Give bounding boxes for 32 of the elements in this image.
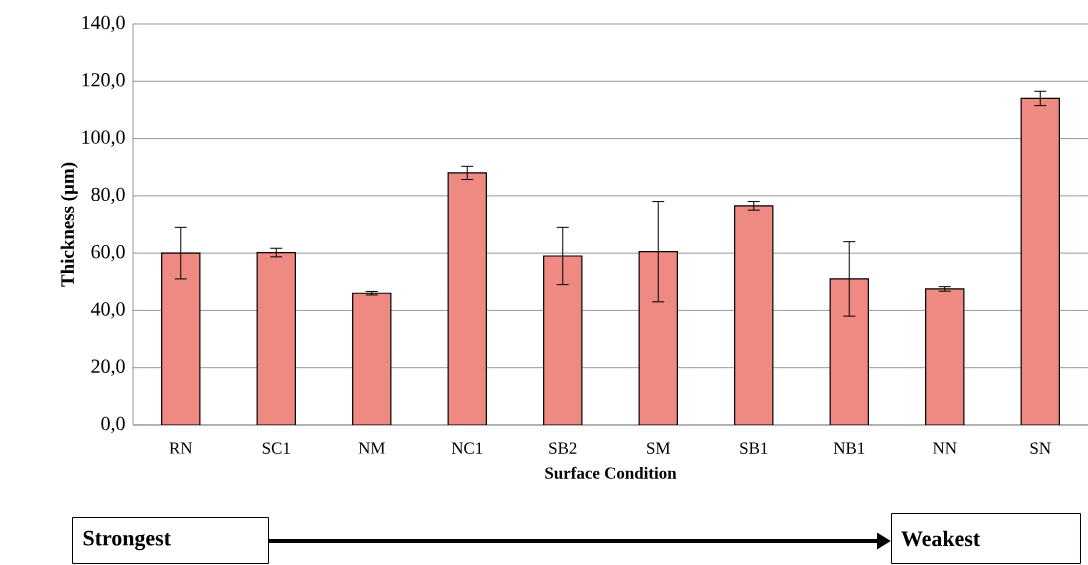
bar <box>161 252 201 425</box>
y-tick-label: 60,0 <box>91 244 125 262</box>
x-tick-label: NN <box>933 442 957 454</box>
bar <box>352 292 392 425</box>
bar <box>638 251 678 425</box>
x-tick-label: SM <box>647 442 670 454</box>
y-tick-label: 20,0 <box>91 359 125 376</box>
y-tick-label: 120,0 <box>82 73 125 90</box>
x-axis-title: Surface Condition <box>545 466 677 479</box>
bar <box>925 288 965 425</box>
bar <box>256 251 296 425</box>
bar <box>543 255 583 425</box>
x-tick-label: SB1 <box>740 442 768 454</box>
x-tick-label: SB2 <box>549 442 577 454</box>
x-tick-label: NC1 <box>451 442 483 454</box>
y-axis-title: Thickness (µm) <box>60 162 78 287</box>
x-tick-label: NM <box>358 442 385 454</box>
x-tick-label: SN <box>1030 442 1051 454</box>
x-tick-label: RN <box>169 442 193 454</box>
bar <box>734 205 774 425</box>
x-tick-label: SC1 <box>262 442 290 454</box>
text: Strongest <box>83 530 171 551</box>
y-tick-label: 0,0 <box>101 416 125 434</box>
bar <box>829 278 869 425</box>
x-tick-label: NB1 <box>833 442 865 454</box>
y-tick-label: 40,0 <box>91 302 125 319</box>
y-tick-label: 100,0 <box>82 130 125 147</box>
text: Weakest <box>901 530 981 547</box>
bar <box>1020 97 1060 425</box>
bar <box>447 172 487 425</box>
y-tick-label: 140,0 <box>82 15 125 33</box>
y-tick-label: 80,0 <box>91 187 125 204</box>
